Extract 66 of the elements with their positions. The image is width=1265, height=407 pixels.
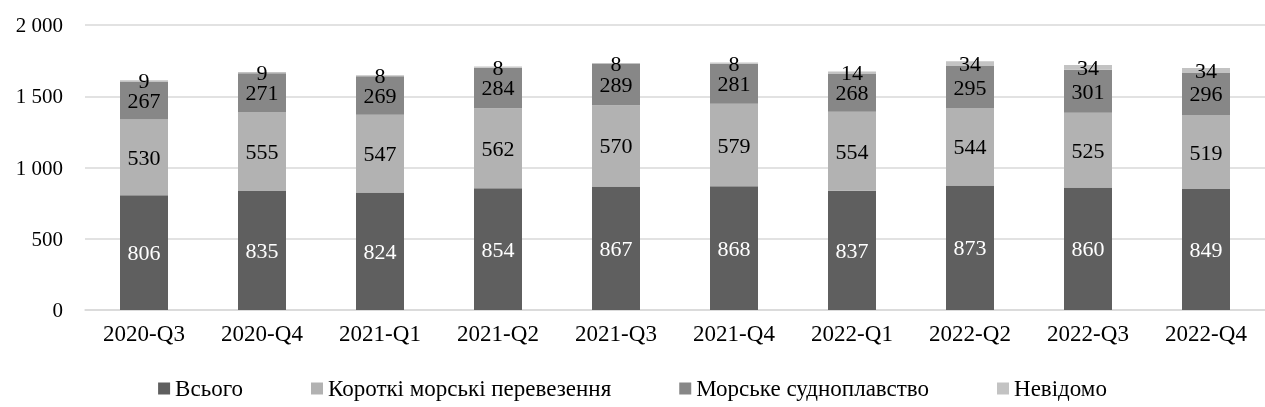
- data-label: 296: [1189, 81, 1223, 107]
- legend-label: Невідомо: [1014, 376, 1107, 401]
- x-tick-label: 2022-Q3: [1047, 321, 1129, 346]
- bar: [356, 192, 404, 310]
- y-tick-label: 500: [31, 226, 63, 251]
- data-label: 525: [1071, 137, 1105, 163]
- data-label: 873: [953, 235, 987, 261]
- x-tick-label: 2022-Q4: [1165, 321, 1248, 346]
- bar: [1064, 187, 1112, 310]
- data-label: 854: [481, 236, 515, 262]
- y-tick-label: 1 500: [15, 84, 63, 109]
- x-tick-label: 2022-Q1: [811, 321, 893, 346]
- bar: [1064, 112, 1112, 188]
- y-tick-label: 2 000: [15, 13, 63, 37]
- data-label: 579: [717, 132, 751, 158]
- data-label: 34: [959, 51, 981, 77]
- bar: [1182, 189, 1230, 310]
- x-tick-label: 2021-Q1: [339, 321, 421, 346]
- data-label: 806: [127, 240, 161, 266]
- data-label: 837: [835, 237, 869, 263]
- data-label: 295: [953, 74, 987, 100]
- y-tick-label: 1 000: [15, 155, 63, 180]
- bar: [120, 119, 168, 196]
- x-tick-label: 2022-Q2: [929, 321, 1011, 346]
- bar: [238, 191, 286, 310]
- x-tick-label: 2021-Q4: [693, 321, 776, 346]
- bar: [474, 108, 522, 189]
- bar: [828, 111, 876, 191]
- data-label: 530: [127, 144, 161, 170]
- bar: [474, 188, 522, 310]
- data-label: 554: [835, 138, 869, 164]
- data-label: 555: [245, 138, 279, 164]
- x-tick-label: 2021-Q2: [457, 321, 539, 346]
- data-label: 835: [245, 238, 279, 264]
- bar: [592, 186, 640, 310]
- bar: [1182, 115, 1230, 190]
- legend-label: Короткі морські перевезення: [327, 376, 612, 401]
- data-label: 544: [953, 134, 987, 160]
- bar: [710, 103, 758, 187]
- data-label: 562: [481, 135, 515, 161]
- data-label: 570: [599, 133, 633, 159]
- x-tick-label: 2020-Q3: [103, 321, 185, 346]
- data-label: 519: [1189, 139, 1223, 165]
- bar: [710, 186, 758, 310]
- data-label: 289: [599, 72, 633, 98]
- legend-label: Морське судноплавство: [696, 376, 930, 401]
- x-tick-label: 2021-Q3: [575, 321, 657, 346]
- bar: [946, 108, 994, 186]
- data-label: 849: [1189, 237, 1223, 263]
- bar: [238, 111, 286, 192]
- data-label: 867: [599, 235, 633, 261]
- data-label: 301: [1071, 78, 1105, 104]
- bar: [120, 195, 168, 310]
- bar: [828, 190, 876, 310]
- data-label: 34: [1195, 57, 1217, 83]
- data-label: 547: [363, 141, 397, 167]
- bar: [946, 185, 994, 310]
- bar: [356, 114, 404, 193]
- x-tick-label: 2020-Q4: [221, 321, 304, 346]
- legend-label: Всього: [175, 376, 243, 401]
- data-label: 34: [1077, 54, 1099, 80]
- bar: [592, 105, 640, 187]
- y-tick-label: 0: [52, 298, 63, 322]
- data-label: 860: [1071, 236, 1105, 262]
- data-label: 824: [363, 238, 397, 264]
- data-label: 868: [717, 235, 751, 261]
